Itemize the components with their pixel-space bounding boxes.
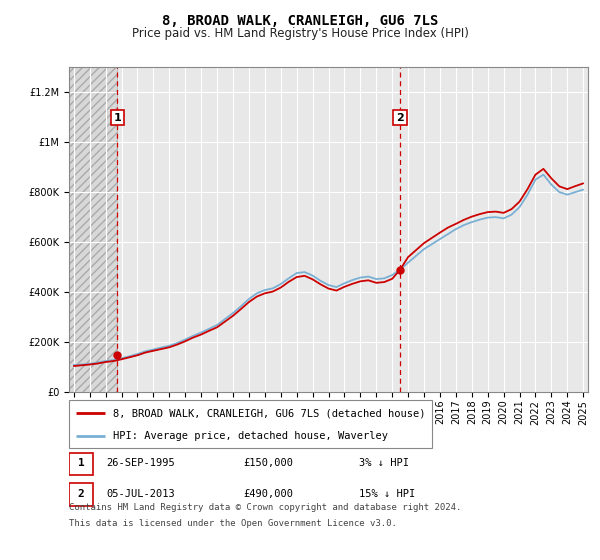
Text: Contains HM Land Registry data © Crown copyright and database right 2024.: Contains HM Land Registry data © Crown c… <box>69 503 461 512</box>
Text: 15% ↓ HPI: 15% ↓ HPI <box>359 489 416 499</box>
Text: 2: 2 <box>396 113 404 123</box>
Text: This data is licensed under the Open Government Licence v3.0.: This data is licensed under the Open Gov… <box>69 519 397 528</box>
Text: 1: 1 <box>77 459 84 468</box>
Text: HPI: Average price, detached house, Waverley: HPI: Average price, detached house, Wave… <box>113 431 388 441</box>
Text: 1: 1 <box>113 113 121 123</box>
Text: 05-JUL-2013: 05-JUL-2013 <box>106 489 175 499</box>
Text: £490,000: £490,000 <box>243 489 293 499</box>
Text: 8, BROAD WALK, CRANLEIGH, GU6 7LS (detached house): 8, BROAD WALK, CRANLEIGH, GU6 7LS (detac… <box>113 408 425 418</box>
Text: Price paid vs. HM Land Registry's House Price Index (HPI): Price paid vs. HM Land Registry's House … <box>131 27 469 40</box>
Text: 26-SEP-1995: 26-SEP-1995 <box>106 459 175 468</box>
Bar <box>69 67 117 392</box>
Text: 2: 2 <box>77 489 84 499</box>
FancyBboxPatch shape <box>69 483 93 506</box>
FancyBboxPatch shape <box>69 400 432 448</box>
Text: £150,000: £150,000 <box>243 459 293 468</box>
Text: 3% ↓ HPI: 3% ↓ HPI <box>359 459 409 468</box>
FancyBboxPatch shape <box>69 452 93 475</box>
Text: 8, BROAD WALK, CRANLEIGH, GU6 7LS: 8, BROAD WALK, CRANLEIGH, GU6 7LS <box>162 14 438 28</box>
